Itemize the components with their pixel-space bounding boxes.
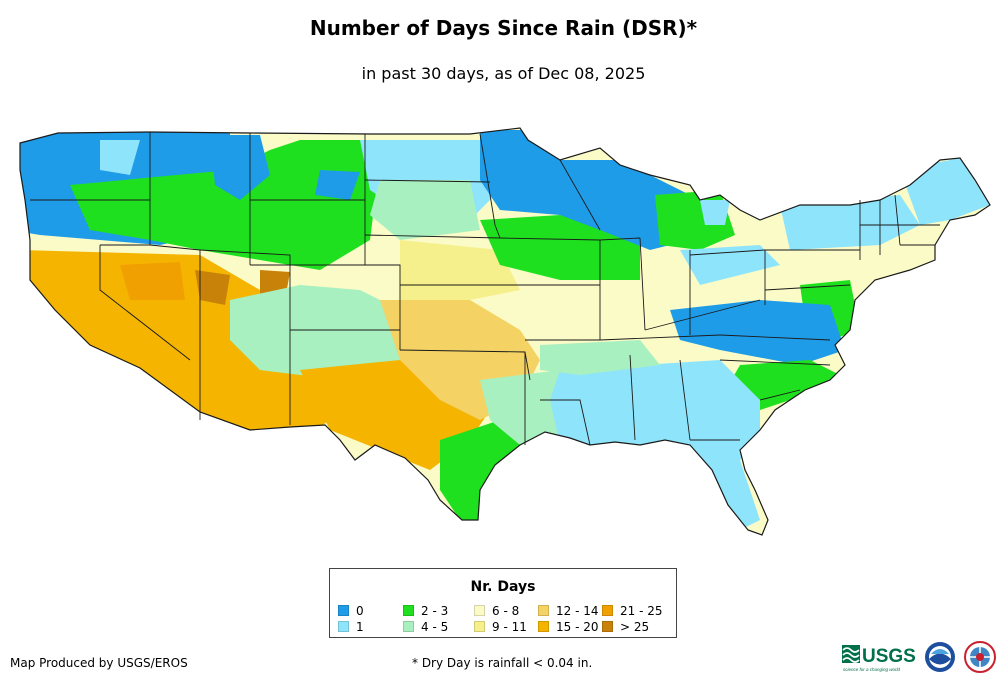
usgs-wordmark: USGS xyxy=(862,646,916,667)
legend-item: 12 - 14 xyxy=(538,605,599,618)
legend-item: 21 - 25 xyxy=(602,605,663,618)
legend-label: 12 - 14 xyxy=(556,604,599,618)
legend-swatch xyxy=(538,605,549,616)
legend-label: 4 - 5 xyxy=(421,620,449,634)
legend-item: 2 - 3 xyxy=(403,605,448,618)
legend-label: 0 xyxy=(356,604,364,618)
legend-swatch xyxy=(338,605,349,616)
legend-item: 0 xyxy=(338,605,364,618)
legend-swatch xyxy=(338,621,349,632)
legend-label: > 25 xyxy=(620,620,650,634)
legend-swatch xyxy=(403,605,414,616)
legend-label: 15 - 20 xyxy=(556,620,599,634)
legend-swatch xyxy=(474,605,485,616)
legend-swatch xyxy=(602,621,613,632)
state-boundaries xyxy=(19,127,991,536)
legend-label: 6 - 8 xyxy=(492,604,520,618)
credit-text: Map Produced by USGS/EROS xyxy=(10,656,188,670)
map-subtitle: in past 30 days, as of Dec 08, 2025 xyxy=(361,64,646,83)
legend-swatch xyxy=(538,621,549,632)
legend-title: Nr. Days xyxy=(470,579,536,595)
legend-label: 21 - 25 xyxy=(620,604,663,618)
legend-item: > 25 xyxy=(602,621,649,634)
legend-item: 9 - 11 xyxy=(474,621,527,634)
legend-item: 15 - 20 xyxy=(538,621,599,634)
map-title: Number of Days Since Rain (DSR)* xyxy=(309,16,698,40)
usgs-logo: USGS science for a changing world xyxy=(842,645,916,672)
legend-swatch xyxy=(602,605,613,616)
legend: Nr. Days 0 1 2 - 3 4 - 5 6 - 8 9 - 11 12 - 14 1… xyxy=(329,568,677,638)
legend-label: 2 - 3 xyxy=(421,604,449,618)
legend-item: 1 xyxy=(338,621,364,634)
footnote-text: * Dry Day is rainfall < 0.04 in. xyxy=(412,656,593,670)
legend-label: 9 - 11 xyxy=(492,620,527,634)
legend-label: 1 xyxy=(356,620,364,634)
legend-swatch xyxy=(474,621,485,632)
legend-item: 4 - 5 xyxy=(403,621,448,634)
us-dsr-map xyxy=(19,127,991,536)
agency-logos: USGS science for a changing world xyxy=(842,641,996,673)
legend-swatch xyxy=(403,621,414,632)
legend-item: 6 - 8 xyxy=(474,605,519,618)
nws-logo xyxy=(964,641,996,673)
noaa-logo xyxy=(925,642,955,672)
usgs-tagline: science for a changing world xyxy=(843,667,901,672)
